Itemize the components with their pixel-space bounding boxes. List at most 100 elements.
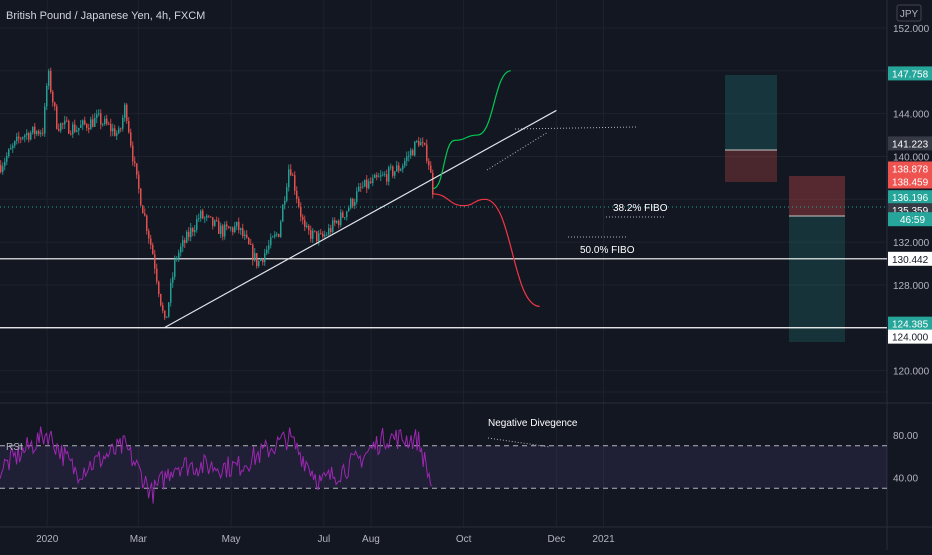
candle-body xyxy=(422,142,424,144)
candle-body xyxy=(214,220,216,226)
candle-body xyxy=(232,227,234,233)
candle-body xyxy=(30,132,32,140)
x-tick-label: Mar xyxy=(130,534,148,545)
y-tick-label: 128.000 xyxy=(893,281,930,292)
countdown-bg xyxy=(888,212,932,227)
candle-body xyxy=(308,225,310,231)
trendline[interactable] xyxy=(163,109,557,329)
candle-body xyxy=(370,181,372,183)
candle-body xyxy=(2,166,4,172)
candle-body xyxy=(270,237,272,246)
fib-500-label: 50.0% FIBO xyxy=(580,245,635,256)
candle-body xyxy=(412,150,414,156)
candle-body xyxy=(402,165,404,170)
candle-body xyxy=(116,133,118,136)
position-box-short[interactable] xyxy=(789,176,845,342)
candle-body xyxy=(250,244,252,245)
candle-body xyxy=(188,231,190,238)
candle-body xyxy=(356,191,358,202)
candle-body xyxy=(162,305,164,311)
candle-body xyxy=(408,155,410,157)
candle-body xyxy=(192,228,194,232)
candle-body xyxy=(106,118,108,124)
x-tick-label: Oct xyxy=(456,534,472,545)
x-tick-label: May xyxy=(222,534,241,545)
candle-body xyxy=(310,230,312,239)
candle-body xyxy=(284,200,286,205)
rsi-axis: 80.00 40.00 xyxy=(893,431,918,484)
candle-body xyxy=(414,141,416,156)
candles xyxy=(0,67,434,321)
candle-body xyxy=(322,233,324,237)
candle-body xyxy=(426,144,428,161)
x-tick-label: Jul xyxy=(317,534,330,545)
candle-body xyxy=(360,186,362,188)
high-line-price xyxy=(514,126,637,130)
candle-body xyxy=(340,212,342,226)
candle-body xyxy=(64,120,66,125)
projection-bullish[interactable] xyxy=(433,70,511,190)
candle-body xyxy=(298,198,300,207)
candle-body xyxy=(146,215,148,232)
candle-body xyxy=(202,210,204,219)
candle-body xyxy=(244,234,246,237)
candle-body xyxy=(136,163,138,175)
candle-body xyxy=(94,117,96,127)
candle-body xyxy=(110,123,112,132)
candle-body xyxy=(364,179,366,187)
x-tick-label: Aug xyxy=(362,534,380,545)
candle-body xyxy=(342,212,344,218)
candle-body xyxy=(170,282,172,303)
candle-body xyxy=(226,224,228,227)
x-axis[interactable]: 2020 Mar May Jul Aug Oct Dec 2021 xyxy=(36,534,615,545)
price-label-bg xyxy=(888,174,932,189)
candle-body xyxy=(386,174,388,182)
candle-body xyxy=(96,114,98,118)
candle-body xyxy=(132,145,134,162)
projection-bearish[interactable] xyxy=(433,193,540,307)
candle-body xyxy=(220,225,222,234)
candle-body xyxy=(24,135,26,138)
candle-body xyxy=(172,276,174,283)
candle-body xyxy=(278,234,280,237)
candle-body xyxy=(320,233,322,235)
candle-body xyxy=(212,217,214,226)
candle-body xyxy=(34,126,36,135)
candle-body xyxy=(80,124,82,128)
candle-body xyxy=(354,201,356,206)
candle-body xyxy=(380,175,382,177)
currency-badge[interactable] xyxy=(896,4,922,22)
candle-body xyxy=(384,174,386,176)
position-box-long[interactable] xyxy=(725,75,777,182)
price-label: 138.459 xyxy=(892,177,929,188)
candle-body xyxy=(204,217,206,219)
countdown: 46:59 xyxy=(900,215,925,226)
candle-body xyxy=(164,310,166,318)
candle-body xyxy=(198,218,200,219)
candle-body xyxy=(20,138,22,140)
candle-body xyxy=(122,117,124,129)
candle-body xyxy=(152,244,154,255)
candle-body xyxy=(346,211,348,218)
candle-body xyxy=(400,169,402,171)
candle-body xyxy=(144,213,146,216)
candle-body xyxy=(82,120,84,125)
candle-body xyxy=(190,228,192,238)
candle-body xyxy=(382,174,384,176)
candle-body xyxy=(16,136,18,142)
candle-body xyxy=(294,175,296,191)
candle-body xyxy=(158,281,160,295)
candle-body xyxy=(56,106,58,129)
candle-body xyxy=(58,128,60,131)
candle-body xyxy=(420,142,422,146)
candle-body xyxy=(126,104,128,121)
support-levels[interactable] xyxy=(0,258,887,329)
price-label: 124.000 xyxy=(892,333,929,344)
candle-body xyxy=(0,165,2,172)
candle-body xyxy=(314,230,316,232)
candle-body xyxy=(76,130,78,132)
candle-body xyxy=(18,136,20,139)
candle-body xyxy=(306,225,308,227)
